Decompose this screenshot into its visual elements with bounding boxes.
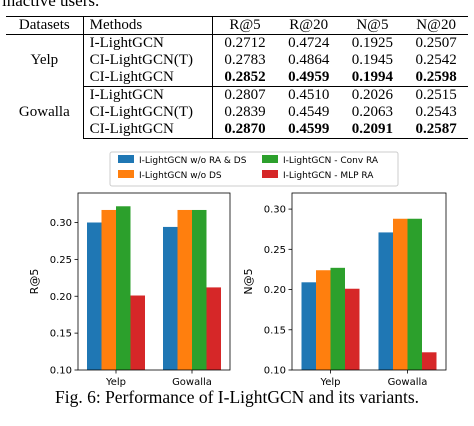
y-tick-label: 0.20: [264, 285, 286, 296]
chart-panel-1: Yelp Gowalla 0.10 0.15 0.20 0.25 0.30 R@5: [28, 192, 231, 388]
bar: [316, 270, 331, 370]
figure-caption: Fig. 6: Performance of I-LightGCN and it…: [54, 387, 420, 407]
axes-frame: [291, 192, 447, 371]
header-n5: N@5: [340, 16, 405, 35]
header-methods: Methods: [83, 16, 214, 35]
chart-panel-2: Yelp Gowalla 0.10 0.15 0.20 0.25 0.30 N@5: [242, 192, 447, 388]
header-r5: R@5: [212, 16, 277, 35]
best-value-cell: 0.4959: [276, 69, 341, 87]
best-value-cell: 0.2091: [340, 121, 405, 139]
best-value-cell: 0.2870: [212, 121, 277, 139]
dataset-cell: Gowalla: [6, 86, 84, 139]
value-cell: 0.2783: [224, 52, 266, 68]
y-tick-label: 0.10: [264, 366, 286, 377]
bar: [130, 295, 145, 370]
value-cell: 0.4724: [288, 35, 330, 51]
value-cell: 0.2839: [224, 104, 266, 120]
table-row: CI-LightGCN(T) 0.2839 0.4549 0.2063 0.25…: [6, 104, 468, 121]
y-axis-label: N@5: [242, 268, 255, 294]
results-table: Datasets Methods R@5 R@20 N@5 N@20 Yelp …: [6, 16, 468, 139]
bar: [330, 267, 345, 370]
value-cell: 0.1945: [351, 52, 394, 68]
dataset-cell: Yelp: [6, 34, 84, 87]
table-row: CI-LightGCN(T) 0.2783 0.4864 0.1945 0.25…: [6, 52, 468, 69]
table-header-row: Datasets Methods R@5 R@20 N@5 N@20: [6, 16, 468, 35]
value-cell: 0.2063: [351, 104, 394, 120]
legend-label: I-LightGCN w/o DS: [139, 171, 222, 181]
y-tick-label: 0.25: [264, 245, 286, 256]
value-cell: 0.2543: [415, 104, 457, 120]
value-cell: 0.2026: [351, 87, 394, 103]
bar: [177, 209, 192, 370]
value-cell: 0.4864: [288, 52, 330, 68]
y-tick-label: 0.20: [50, 292, 72, 303]
bar: [301, 282, 316, 370]
method-cell: I-LightGCN: [83, 34, 214, 52]
table-row: CI-LightGCN 0.2852 0.4959 0.1994 0.2598: [6, 69, 468, 87]
best-value-cell: 0.1994: [340, 69, 405, 87]
value-cell: 0.4549: [288, 104, 330, 120]
bar: [192, 209, 207, 370]
bar: [407, 218, 422, 370]
x-tick-label: Yelp: [105, 377, 126, 388]
y-tick-label: 0.30: [50, 218, 72, 229]
method-cell: CI-LightGCN(T): [83, 104, 214, 121]
best-value-cell: 0.2598: [404, 69, 468, 87]
legend-label: I-LightGCN - MLP RA: [283, 171, 374, 181]
value-cell: 0.4510: [288, 87, 330, 103]
table-row: Gowalla I-LightGCN 0.2807 0.4510 0.2026 …: [6, 86, 468, 139]
table-row: CI-LightGCN 0.2870 0.4599 0.2091 0.2587: [6, 121, 468, 139]
y-axis-label: R@5: [28, 269, 41, 295]
y-tick-label: 0.10: [50, 366, 72, 377]
value-cell: 0.2515: [415, 87, 457, 103]
method-cell: CI-LightGCN: [83, 69, 214, 87]
legend-swatch: [118, 170, 134, 178]
value-cell: 0.2712: [224, 35, 266, 51]
header-n20: N@20: [404, 16, 468, 35]
value-cell: 0.1925: [351, 35, 394, 51]
method-cell: I-LightGCN: [83, 86, 214, 104]
axes-frame: [77, 192, 231, 371]
value-cell: 0.2807: [224, 87, 266, 103]
y-tick-label: 0.15: [264, 325, 286, 336]
table-row: Yelp I-LightGCN 0.2712 0.4724 0.1925 0.2…: [6, 34, 468, 87]
y-tick-label: 0.15: [50, 329, 72, 340]
legend-swatch: [118, 155, 134, 163]
legend-box: [109, 151, 399, 187]
legend-swatch: [262, 170, 278, 178]
bar: [422, 352, 437, 370]
bar: [116, 206, 131, 370]
y-tick-label: 0.30: [264, 205, 286, 216]
intro-text: inactive users.: [2, 0, 100, 10]
bar: [87, 222, 102, 370]
bar: [378, 232, 393, 370]
best-value-cell: 0.2852: [212, 69, 277, 87]
header-r20: R@20: [276, 16, 341, 35]
value-cell: 0.2507: [415, 35, 457, 51]
value-cell: 0.2542: [415, 52, 457, 68]
bar: [206, 287, 221, 370]
x-tick-label: Gowalla: [172, 377, 212, 388]
x-tick-label: Gowalla: [388, 377, 428, 388]
best-value-cell: 0.4599: [276, 121, 341, 139]
method-cell: CI-LightGCN(T): [83, 52, 214, 69]
best-value-cell: 0.2587: [404, 121, 468, 139]
x-tick-label: Yelp: [319, 377, 340, 388]
legend-label: I-LightGCN - Conv RA: [283, 156, 379, 166]
legend-label: I-LightGCN w/o RA & DS: [139, 156, 247, 166]
bar: [393, 218, 408, 370]
legend-swatch: [262, 155, 278, 163]
method-cell: CI-LightGCN: [83, 121, 214, 139]
header-datasets: Datasets: [6, 16, 84, 35]
bar: [345, 288, 360, 370]
y-tick-label: 0.25: [50, 255, 72, 266]
bar: [101, 209, 116, 370]
bar: [163, 226, 178, 370]
